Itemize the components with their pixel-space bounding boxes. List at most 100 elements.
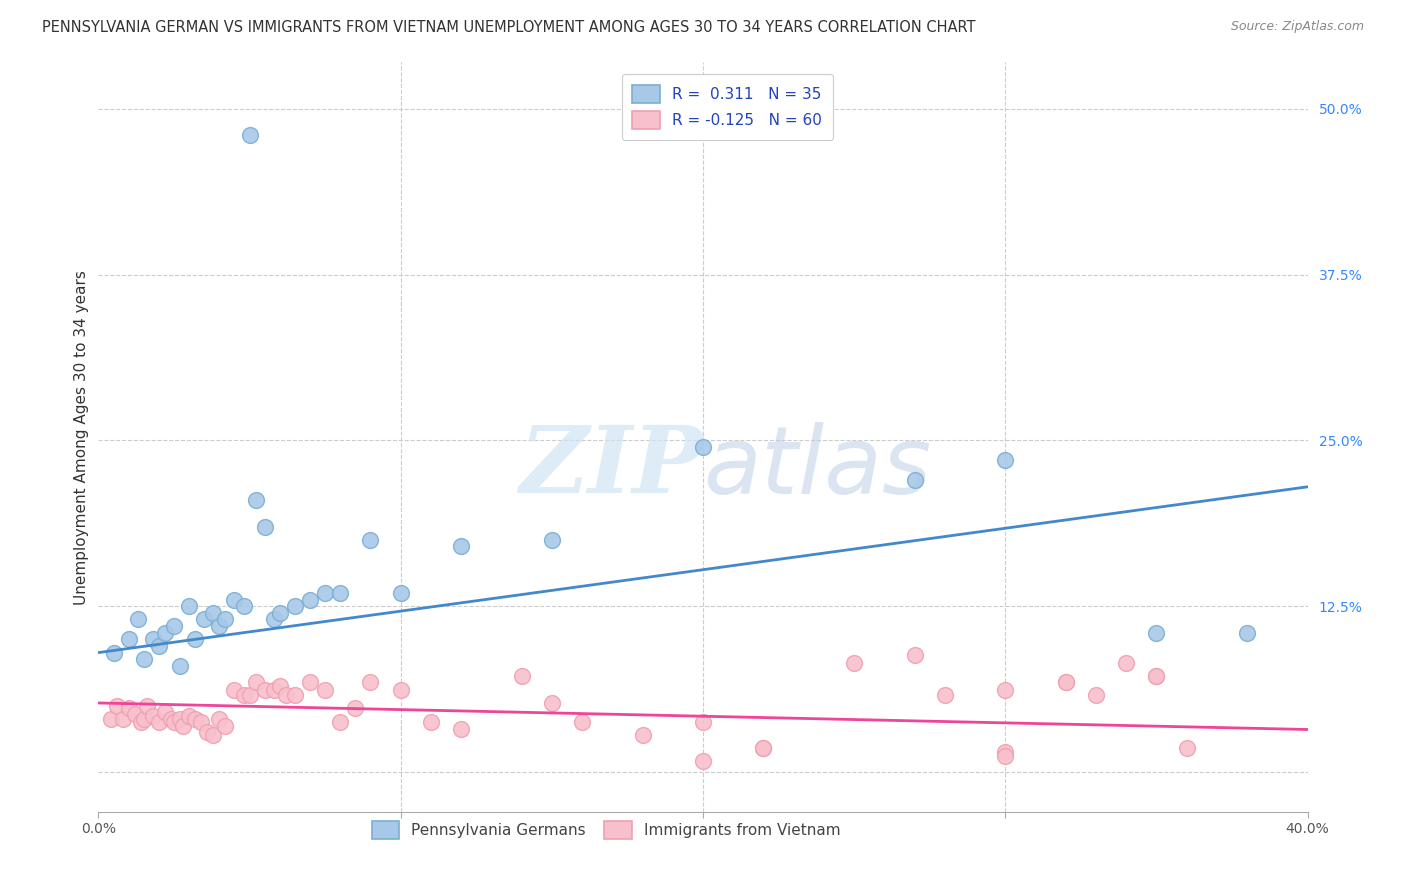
Point xyxy=(389,586,412,600)
Point xyxy=(314,586,336,600)
Point xyxy=(100,712,122,726)
Point xyxy=(692,440,714,454)
Point xyxy=(224,592,246,607)
Point xyxy=(1085,688,1108,702)
Point xyxy=(195,725,218,739)
Point xyxy=(253,682,276,697)
Point xyxy=(994,749,1017,764)
Text: ZIP: ZIP xyxy=(519,422,703,512)
Point xyxy=(1144,625,1167,640)
Point xyxy=(129,714,152,729)
Point xyxy=(1144,669,1167,683)
Point xyxy=(1144,669,1167,683)
Point xyxy=(148,639,170,653)
Point xyxy=(329,714,352,729)
Point xyxy=(263,612,285,626)
Point xyxy=(214,612,236,626)
Point xyxy=(202,728,225,742)
Point xyxy=(329,586,352,600)
Point xyxy=(142,632,165,647)
Point xyxy=(103,646,125,660)
Point xyxy=(420,714,443,729)
Point xyxy=(169,712,191,726)
Point xyxy=(179,709,201,723)
Point xyxy=(239,688,262,702)
Point xyxy=(360,533,382,547)
Point xyxy=(169,658,191,673)
Point xyxy=(148,714,170,729)
Point xyxy=(160,712,183,726)
Point xyxy=(208,712,231,726)
Point xyxy=(1054,674,1077,689)
Point xyxy=(253,519,276,533)
Point xyxy=(153,705,176,719)
Point xyxy=(263,682,285,697)
Point xyxy=(153,625,176,640)
Point xyxy=(118,701,141,715)
Point xyxy=(245,674,267,689)
Point xyxy=(1115,656,1137,670)
Point xyxy=(142,709,165,723)
Point xyxy=(184,632,207,647)
Point xyxy=(540,696,562,710)
Point xyxy=(245,493,267,508)
Point xyxy=(284,599,307,614)
Point xyxy=(299,674,322,689)
Point xyxy=(904,648,927,663)
Point xyxy=(752,741,775,756)
Point xyxy=(132,712,155,726)
Point xyxy=(344,701,367,715)
Point xyxy=(124,706,146,721)
Point xyxy=(232,599,254,614)
Point xyxy=(752,741,775,756)
Point xyxy=(510,669,533,683)
Point xyxy=(224,682,246,697)
Point xyxy=(540,533,562,547)
Point xyxy=(571,714,593,729)
Point xyxy=(904,473,927,487)
Point xyxy=(389,682,412,697)
Point xyxy=(934,688,956,702)
Point xyxy=(163,619,186,633)
Point xyxy=(692,714,714,729)
Point xyxy=(284,688,307,702)
Point xyxy=(994,453,1017,467)
Point xyxy=(269,679,291,693)
Point xyxy=(274,688,297,702)
Point xyxy=(132,652,155,666)
Point xyxy=(994,682,1017,697)
Point xyxy=(208,619,231,633)
Point xyxy=(269,606,291,620)
Point xyxy=(214,718,236,732)
Point xyxy=(450,723,472,737)
Point xyxy=(202,606,225,620)
Point xyxy=(692,755,714,769)
Point xyxy=(631,728,654,742)
Point xyxy=(314,682,336,697)
Point xyxy=(1175,741,1198,756)
Point xyxy=(1236,625,1258,640)
Legend: Pennsylvania Germans, Immigrants from Vietnam: Pennsylvania Germans, Immigrants from Vi… xyxy=(366,814,846,846)
Point xyxy=(111,712,134,726)
Point xyxy=(184,712,207,726)
Point xyxy=(127,612,149,626)
Point xyxy=(1054,674,1077,689)
Point xyxy=(105,698,128,713)
Point xyxy=(179,599,201,614)
Y-axis label: Unemployment Among Ages 30 to 34 years: Unemployment Among Ages 30 to 34 years xyxy=(75,269,89,605)
Point xyxy=(239,128,262,143)
Point xyxy=(163,714,186,729)
Point xyxy=(994,745,1017,759)
Text: Source: ZipAtlas.com: Source: ZipAtlas.com xyxy=(1230,20,1364,33)
Point xyxy=(135,698,157,713)
Point xyxy=(118,632,141,647)
Point xyxy=(360,674,382,689)
Text: atlas: atlas xyxy=(703,422,931,513)
Point xyxy=(232,688,254,702)
Point xyxy=(190,714,212,729)
Point xyxy=(299,592,322,607)
Text: PENNSYLVANIA GERMAN VS IMMIGRANTS FROM VIETNAM UNEMPLOYMENT AMONG AGES 30 TO 34 : PENNSYLVANIA GERMAN VS IMMIGRANTS FROM V… xyxy=(42,20,976,35)
Point xyxy=(193,612,215,626)
Point xyxy=(844,656,866,670)
Point xyxy=(450,540,472,554)
